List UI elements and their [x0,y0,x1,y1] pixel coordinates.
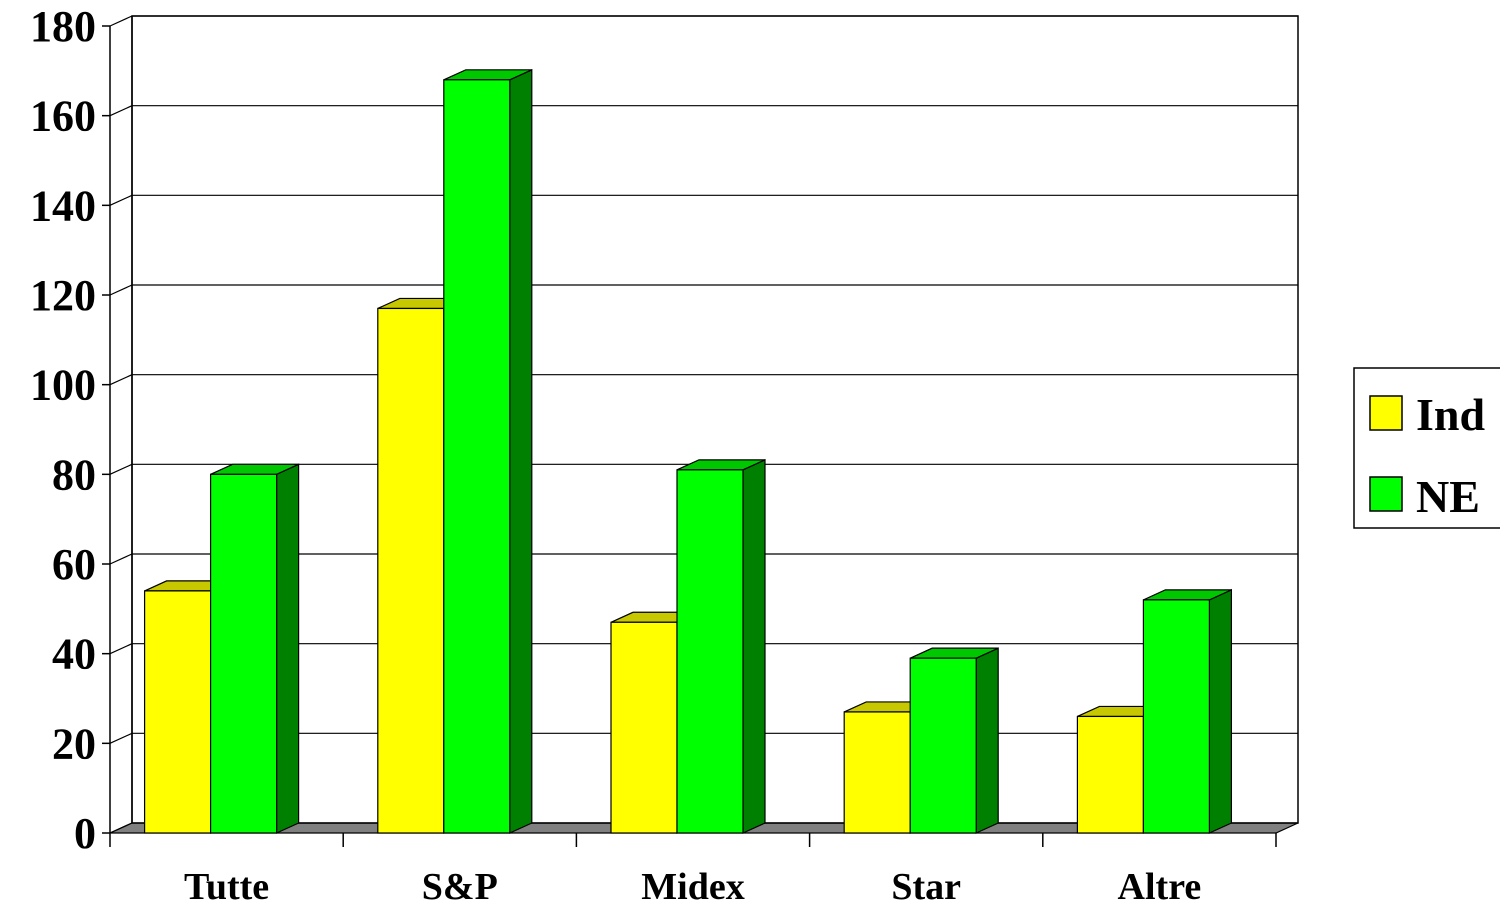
bar-ne [443,68,533,834]
y-tick-label: 0 [74,809,96,858]
bar-side [742,458,766,834]
axis-labels: 0 20 40 60 80 100 120 140 160 180 Tutte S&P Midex Sta… [30,2,1201,903]
bar-side [1208,588,1233,834]
x-tick-label: S&P [422,866,498,903]
gridline-side [109,463,133,475]
gridline-side [109,194,133,206]
bars [144,68,1233,834]
x-tick-label: Star [891,866,961,903]
x-tick-label: Altre [1118,866,1202,903]
legend-label-ne: NE [1416,471,1480,522]
bar-ne [1142,588,1233,834]
x-tick-label: Tutte [184,866,269,903]
legend: Ind NE [1353,367,1500,529]
y-tick-label: 120 [30,271,96,320]
legend-swatch-ind [1369,395,1403,431]
y-tick-label: 180 [30,2,96,51]
y-tick-label: 40 [52,630,96,679]
gridline-side [109,284,133,296]
gridline-side [109,553,133,565]
bar-ne [909,647,999,834]
y-tick-label: 140 [30,181,96,230]
bar-front [1142,599,1211,834]
bar-front [676,469,744,834]
bar-side [975,647,999,834]
x-tick-label: Midex [641,866,744,903]
gridline-side [109,732,133,744]
bar-side [276,463,300,834]
bar-front [144,590,212,834]
y-tick-label: 60 [52,540,96,589]
legend-label-ind: Ind [1416,389,1485,440]
bar-ne [210,463,300,834]
gridline-side [109,105,133,117]
y-tick-label: 160 [30,92,96,141]
gridline-side [109,15,133,27]
y-tick-label: 80 [52,450,96,499]
bar-front [610,621,678,834]
legend-swatch-ne [1369,476,1403,512]
gridline-side [109,822,133,834]
y-tick-label: 20 [52,719,96,768]
y-tick-label: 100 [30,361,96,410]
bar-side [509,68,533,834]
bar-front [843,711,911,834]
axes [102,16,1277,847]
gridline-side [109,643,133,655]
bar-front [210,473,278,834]
bar-ne [676,458,766,834]
bar-front [909,657,977,834]
bar-front [377,307,445,834]
bar-front [1076,715,1145,834]
bar-front [443,79,511,834]
gridline-side [109,374,133,386]
